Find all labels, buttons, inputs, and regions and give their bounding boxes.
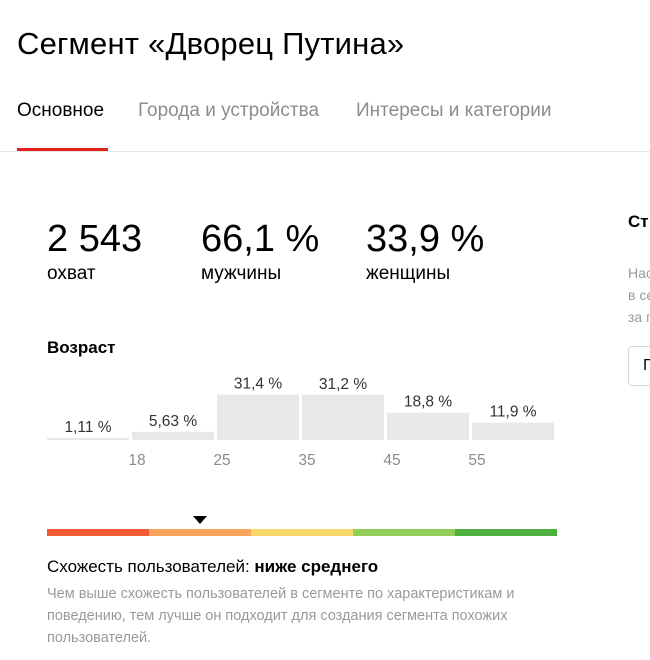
similarity-label: Схожесть пользователей: (47, 557, 250, 576)
age-chart: 1,11 % 5,63 % 31,4 % 31,2 % 18,8 % 11,9 % 18 25… (47, 375, 554, 469)
side-desc-line: за п (628, 309, 650, 325)
age-bar (132, 431, 214, 440)
age-bar-value-label: 31,2 % (319, 376, 367, 393)
similarity-description: Чем выше схожесть пользователей в сегмен… (47, 586, 515, 646)
age-bar (217, 394, 299, 440)
age-tick-label: 18 (128, 452, 145, 469)
stat-women-label: женщины (366, 263, 451, 284)
age-bar-value-label: 11,9 % (489, 404, 536, 421)
tab-interests-categories[interactable]: Интересы и категории (356, 100, 552, 121)
similarity-pointer-icon (193, 516, 207, 524)
age-tick-label: 25 (213, 452, 230, 469)
stat-reach-label: охват (47, 263, 96, 284)
age-tick-label: 55 (468, 452, 485, 469)
active-tab-indicator (17, 148, 108, 151)
age-tick-label: 35 (298, 452, 315, 469)
stat-reach-value: 2 543 (47, 218, 143, 260)
stat-women: 33,9 % женщины (366, 218, 484, 285)
scale-segment-4 (353, 529, 455, 536)
age-tick-label: 45 (383, 452, 400, 469)
side-desc-line: в се (628, 287, 650, 303)
tab-main[interactable]: Основное (17, 100, 105, 121)
stat-men-label: мужчины (201, 263, 282, 284)
age-bar-value-label: 31,4 % (234, 375, 282, 392)
side-panel-description: Нас в се за п (628, 262, 650, 328)
tab-bar: Основное Города и устройства Интересы и … (0, 96, 650, 152)
scale-segment-1 (47, 529, 149, 536)
age-bar (472, 422, 554, 440)
age-bar (302, 394, 384, 440)
tab-cities-devices[interactable]: Города и устройства (138, 100, 320, 121)
side-desc-line: Нас (628, 265, 650, 281)
age-bar-value-label: 18,8 % (404, 394, 452, 411)
similarity-value: ниже среднего (254, 557, 379, 576)
similarity-scale (47, 529, 557, 536)
age-bar (47, 438, 129, 440)
page-title: Сегмент «Дворец Путина» (17, 26, 405, 61)
side-panel-title: Ст (628, 212, 649, 231)
age-bar (387, 412, 469, 440)
scale-segment-5 (455, 529, 557, 536)
scale-segment-3 (251, 529, 353, 536)
stat-women-value: 33,9 % (366, 218, 485, 260)
age-section-title: Возраст (47, 338, 116, 357)
scale-segment-2 (149, 529, 251, 536)
stat-men: 66,1 % мужчины (201, 218, 319, 285)
side-button-label: П (643, 357, 650, 374)
stat-reach: 2 543 охват (47, 218, 142, 285)
side-panel-button[interactable]: П (628, 346, 650, 386)
age-bar-value-label: 1,11 % (64, 419, 111, 436)
similarity-heading: Схожесть пользователей: ниже среднего (47, 557, 378, 577)
age-bar-value-label: 5,63 % (149, 413, 197, 430)
stat-men-value: 66,1 % (201, 218, 320, 260)
